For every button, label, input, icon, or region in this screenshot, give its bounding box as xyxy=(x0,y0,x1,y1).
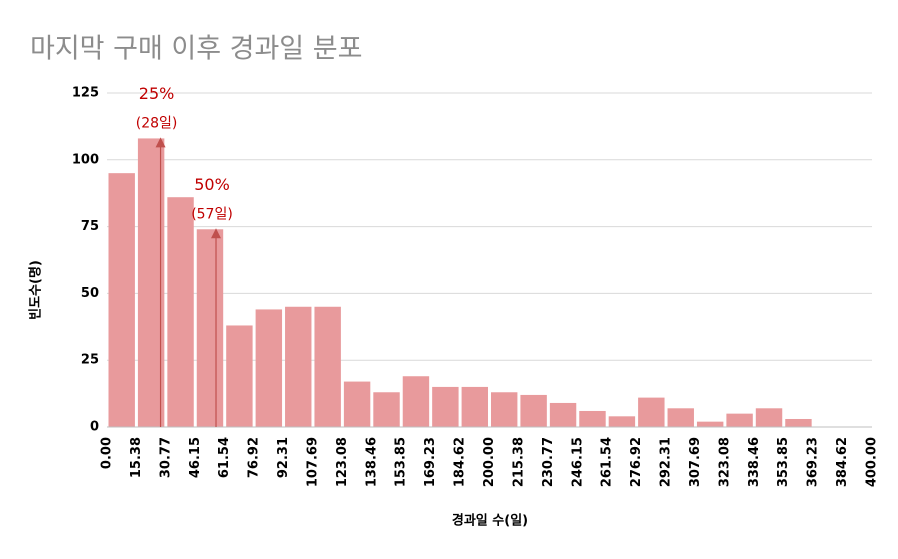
x-tick-label: 246.15 xyxy=(570,437,585,487)
arrow-head xyxy=(211,228,222,239)
bar xyxy=(549,402,577,427)
annotation-sublabel: (28일) xyxy=(136,115,178,131)
bar xyxy=(520,394,547,427)
x-tick-label: 323.08 xyxy=(717,437,732,487)
bar xyxy=(226,325,253,427)
x-tick-label: 292.31 xyxy=(659,437,674,487)
x-tick-label: 276.92 xyxy=(629,437,644,487)
x-tick-label: 15.38 xyxy=(129,437,144,478)
x-tick-label: 400.00 xyxy=(865,437,880,487)
x-tick-label: 76.92 xyxy=(247,437,262,478)
x-tick-label: 169.23 xyxy=(423,437,438,487)
bar xyxy=(402,376,430,427)
annotation-label: 25% xyxy=(139,84,175,103)
x-tick-label: 384.62 xyxy=(835,437,850,487)
bar xyxy=(108,173,135,427)
y-tick-label: 0 xyxy=(90,420,99,435)
x-tick-label: 230.77 xyxy=(541,437,556,487)
bar xyxy=(696,421,724,427)
bar xyxy=(667,408,694,427)
y-tick-label: 75 xyxy=(81,219,99,234)
bar xyxy=(285,306,312,427)
x-tick-label: 46.15 xyxy=(188,437,203,478)
bar xyxy=(432,386,459,427)
x-tick-label: 30.77 xyxy=(158,437,173,478)
bar xyxy=(167,197,194,427)
x-tick-label: 200.00 xyxy=(482,437,497,487)
x-tick-label: 138.46 xyxy=(364,437,379,487)
bar xyxy=(196,229,224,427)
bar xyxy=(579,410,606,427)
x-tick-label: 353.85 xyxy=(776,437,791,487)
bar xyxy=(638,397,665,427)
bar xyxy=(343,381,371,427)
x-tick-label: 61.54 xyxy=(217,437,232,478)
chart-title: 마지막 구매 이후 경과일 분포 xyxy=(30,34,362,65)
bar xyxy=(137,138,165,427)
y-axis-label: 빈도수(명) xyxy=(28,260,44,320)
x-tick-label: 153.85 xyxy=(394,437,409,487)
y-tick-label: 125 xyxy=(72,86,99,101)
x-tick-label: 369.23 xyxy=(806,437,821,487)
x-tick-label: 261.54 xyxy=(600,437,615,487)
bar xyxy=(755,408,783,427)
bar xyxy=(314,306,341,427)
bar xyxy=(461,386,488,427)
x-tick-label: 92.31 xyxy=(276,437,291,478)
x-tick-label: 338.46 xyxy=(747,437,762,487)
y-tick-label: 25 xyxy=(81,353,99,368)
bar xyxy=(255,309,283,427)
bar xyxy=(491,392,518,427)
bar xyxy=(726,413,753,427)
x-tick-label: 0.00 xyxy=(100,437,115,469)
y-tick-label: 100 xyxy=(72,152,99,167)
x-tick-label: 107.69 xyxy=(305,437,320,487)
x-axis-label: 경과일 수(일) xyxy=(452,513,528,529)
bar xyxy=(608,416,636,427)
arrow-head xyxy=(155,137,166,148)
annotation-sublabel: (57일) xyxy=(191,206,233,222)
x-tick-label: 307.69 xyxy=(688,437,703,487)
bar xyxy=(785,418,812,427)
y-tick-label: 50 xyxy=(81,286,99,301)
annotation-label: 50% xyxy=(194,175,230,194)
x-tick-label: 123.08 xyxy=(335,437,350,487)
x-tick-label: 215.38 xyxy=(511,437,526,487)
x-tick-label: 184.62 xyxy=(453,437,468,487)
bar xyxy=(373,392,400,427)
